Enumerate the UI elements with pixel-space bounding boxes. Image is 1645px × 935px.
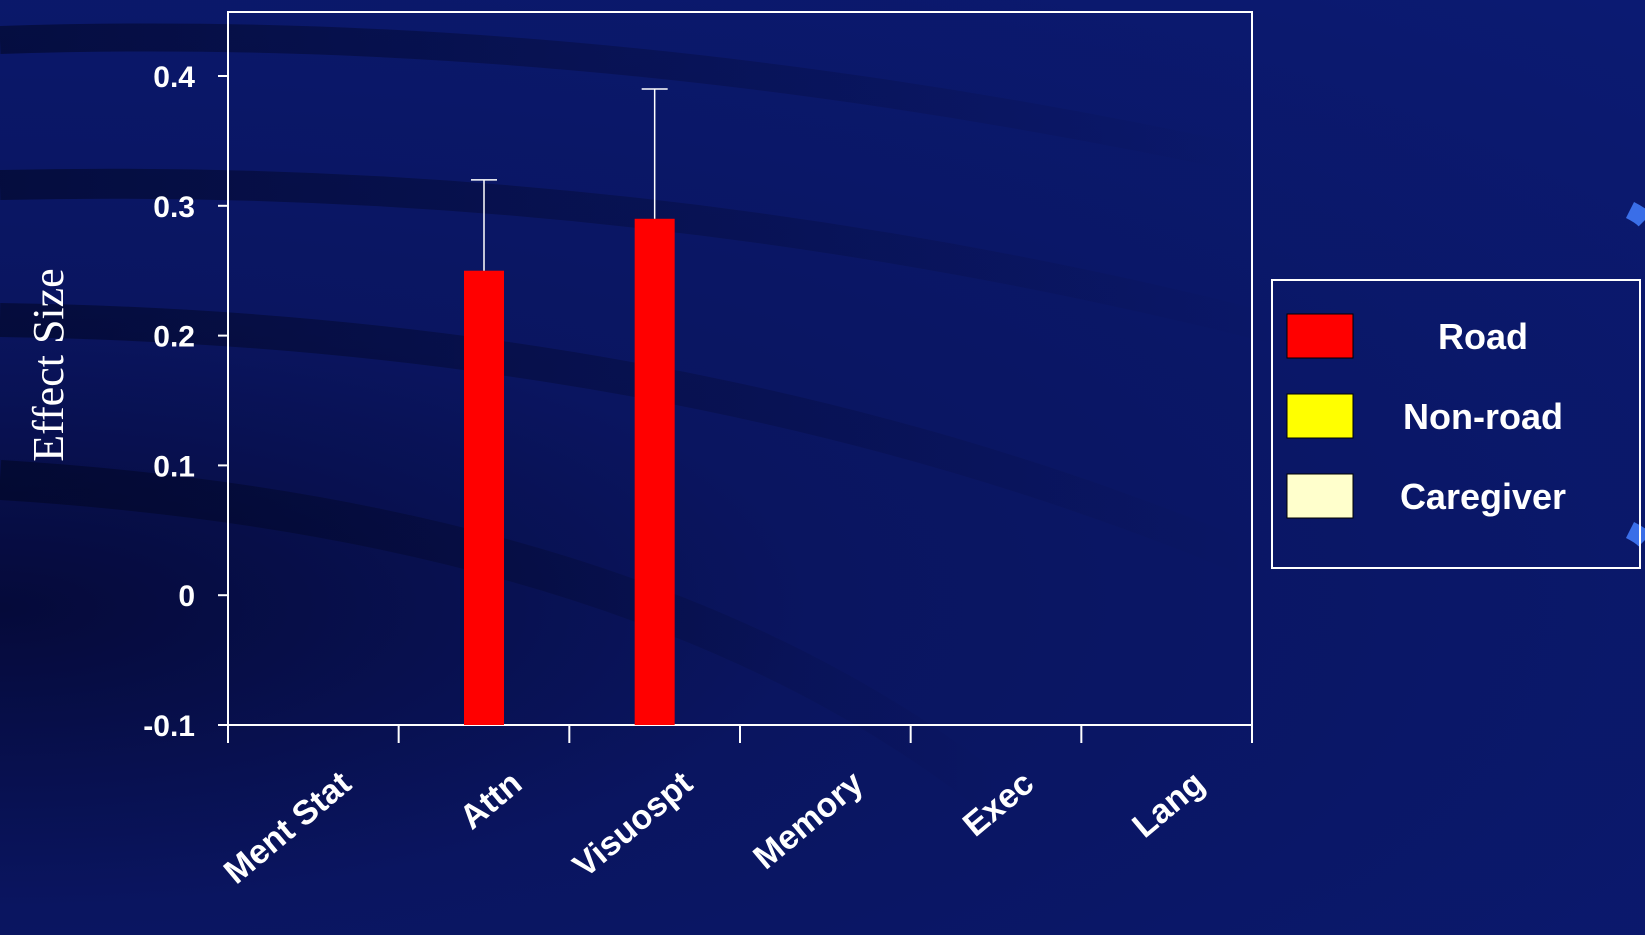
legend-swatch-road <box>1286 313 1354 359</box>
x-tick-label: Ment Stat <box>217 764 359 891</box>
y-tick-label: 0.2 <box>153 321 195 354</box>
y-tick-label: 0.4 <box>153 61 195 94</box>
legend-label: Road <box>1438 316 1528 357</box>
legend-frame <box>1271 279 1641 569</box>
x-axis-ticks: Ment Stat Attn Visuospt Memory Exec Lang <box>217 725 1253 891</box>
bar-road <box>634 218 675 725</box>
bars <box>464 218 675 725</box>
x-tick-label: Lang <box>1125 764 1212 845</box>
y-tick-label: -0.1 <box>143 710 195 743</box>
x-tick-label: Memory <box>746 764 870 877</box>
x-tick-label: Visuospt <box>566 764 700 885</box>
legend-swatch-caregiver <box>1286 473 1354 519</box>
error-bars <box>471 88 668 271</box>
legend: Road Non-road Caregiver <box>1271 279 1641 569</box>
y-tick-label: 0.3 <box>153 191 195 224</box>
y-tick-label: 0.1 <box>153 450 195 483</box>
x-tick-label: Attn <box>453 764 529 837</box>
y-axis-ticks: -0.1 0 0.1 0.2 0.3 0.4 <box>143 61 228 743</box>
legend-label: Caregiver <box>1400 476 1566 517</box>
y-tick-label: 0 <box>178 580 195 613</box>
legend-label: Non-road <box>1403 396 1563 437</box>
background-swooshes <box>0 23 1645 816</box>
legend-swatch-non-road <box>1286 393 1354 439</box>
bar-road <box>464 270 504 725</box>
y-axis-label: Effect Size <box>24 268 73 461</box>
